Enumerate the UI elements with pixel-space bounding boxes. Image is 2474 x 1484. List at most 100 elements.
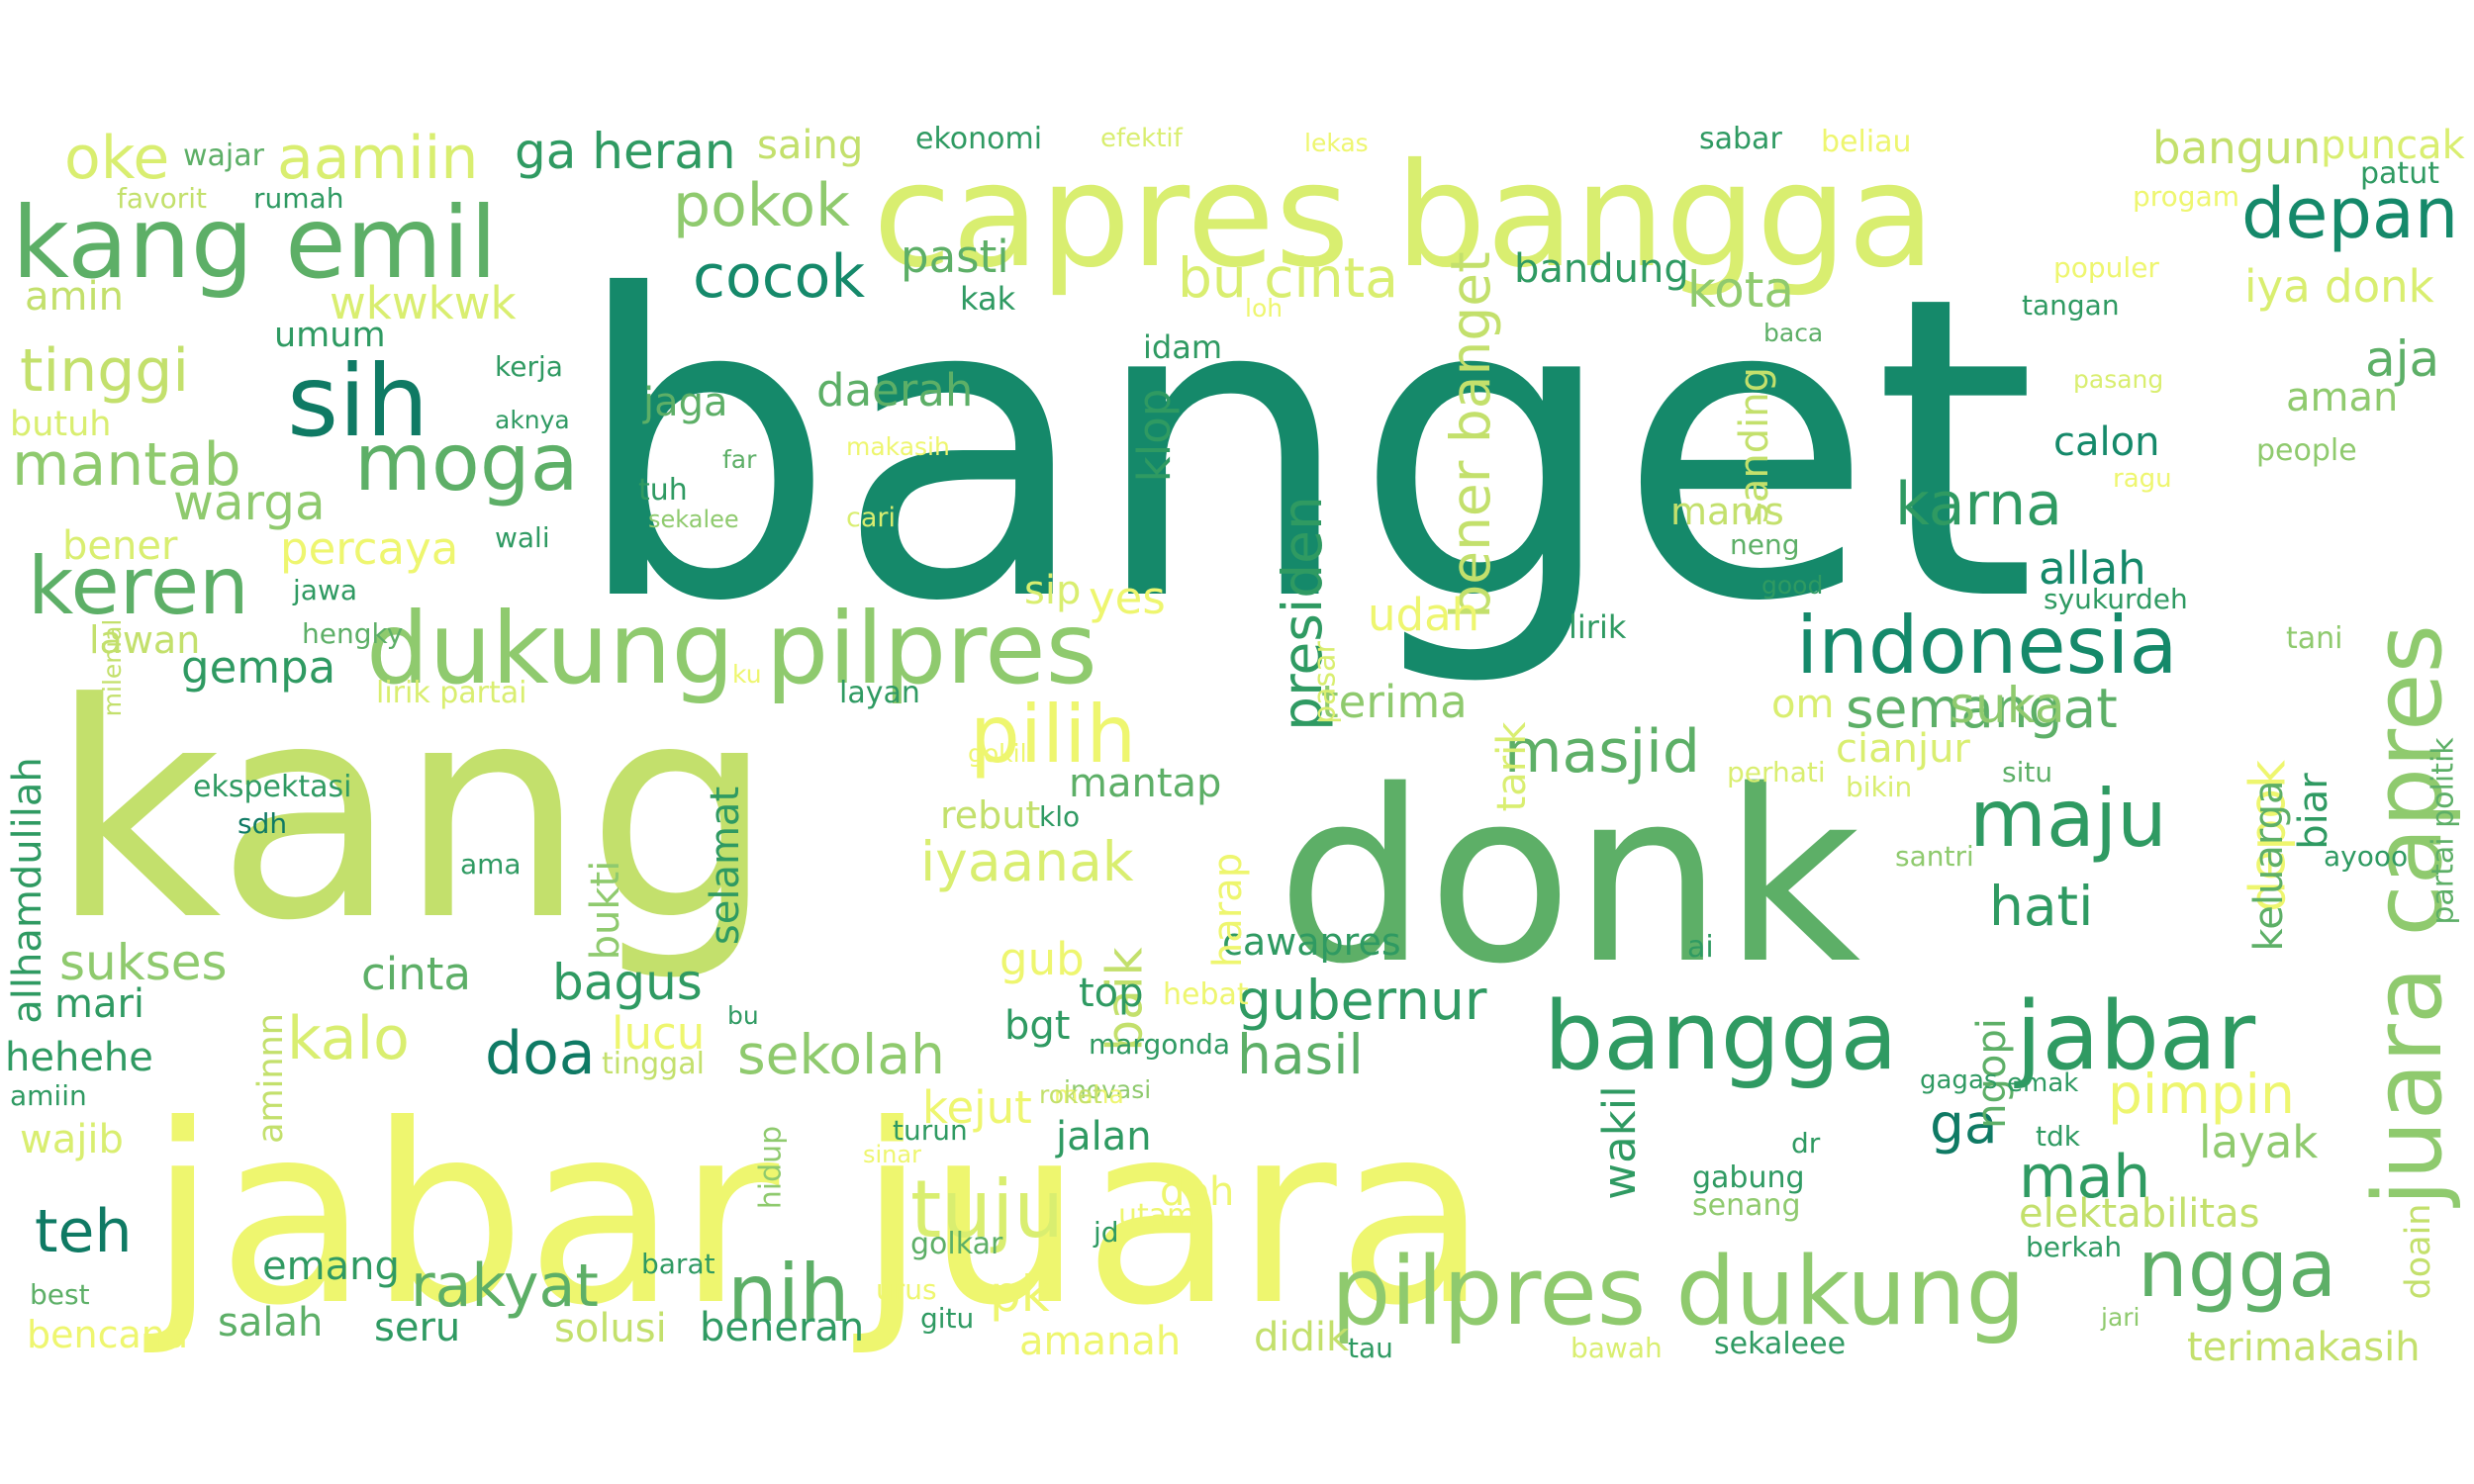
word-aknya: aknya [495, 406, 570, 434]
word-layan: layan [839, 676, 920, 710]
word-terimakasih: terimakasih [2187, 1325, 2421, 1370]
word-golkar: golkar [910, 1227, 1003, 1261]
word-turun: turun [893, 1114, 968, 1147]
word-bener-banget: bener banget [1439, 251, 1502, 618]
word-aminnn: aminnn [251, 1013, 291, 1144]
word-bu-cinta: bu cinta [1178, 246, 1398, 310]
word-iya-donk: iya donk [2244, 260, 2434, 313]
word-partai-politik: partai politik [2426, 737, 2461, 925]
word-margonda: margonda [1089, 1028, 1230, 1061]
word-selamat: selamat [703, 787, 748, 945]
word-dr: dr [1791, 1127, 1821, 1159]
word-teh: teh [35, 1197, 132, 1266]
word-gub: gub [999, 933, 1085, 985]
word-senang: senang [1692, 1188, 1801, 1223]
word-mantab: mantab [12, 430, 241, 500]
word-pasang: pasang [2073, 365, 2163, 394]
word-beliau: beliau [1821, 125, 1912, 159]
word-tdk: tdk [2036, 1120, 2081, 1153]
word-wajib: wajib [20, 1117, 124, 1162]
word-puncak: puncak [2321, 123, 2466, 168]
word-pilpres-dukung: pilpres dukung [1331, 1238, 2026, 1346]
word-kang-emil: kang emil [12, 185, 498, 301]
word-ama: ama [460, 848, 522, 881]
word-milenial: milenial [98, 619, 127, 717]
word-emang: emang [262, 1244, 400, 1289]
word-kota: kota [1687, 261, 1794, 319]
word-efektif: efektif [1100, 124, 1184, 153]
word-ekonomi: ekonomi [915, 122, 1042, 156]
word-bu: bu [727, 1001, 759, 1030]
word-sinar: sinar [863, 1141, 921, 1168]
word-bangun: bangun [2152, 122, 2321, 174]
word-hasil: hasil [1237, 1023, 1364, 1086]
word-amanah: amanah [1019, 1319, 1181, 1364]
word-cianjur: cianjur [1836, 726, 1970, 772]
word-gubernur: gubernur [1237, 969, 1487, 1032]
word-gempa: gempa [181, 641, 335, 694]
word-hengky: hengky [302, 617, 403, 650]
word-good: good [1761, 571, 1823, 600]
word-emak: emak [2007, 1068, 2078, 1098]
word-tau: tau [1348, 1332, 1393, 1364]
word-presiden: presiden [1271, 496, 1334, 731]
word-bukti: bukti [583, 861, 628, 961]
word-wkwkwk: wkwkwk [330, 277, 517, 329]
word-ga: ga [1930, 1092, 1998, 1156]
word-urus: urus [876, 1273, 937, 1306]
word-tinggi: tinggi [20, 336, 189, 406]
word-sdh: sdh [238, 807, 287, 840]
word-tarik: tarik [1489, 721, 1535, 812]
word-allah: allah [2039, 542, 2146, 595]
word-jawa: jawa [292, 574, 357, 606]
word-cari: cari [846, 503, 896, 533]
word-terima: terima [1321, 676, 1468, 728]
word-mantap: mantap [1069, 761, 1221, 806]
word-berkah: berkah [2026, 1231, 2122, 1263]
word-sip: sip [1024, 568, 1081, 613]
word-ekspektasi: ekspektasi [193, 770, 351, 804]
word-depan: depan [2241, 173, 2458, 254]
word-sih: sih [287, 343, 428, 459]
word-jari: jari [2100, 1303, 2141, 1332]
word-wali: wali [495, 521, 550, 554]
word-lirik-partai: lirik partai [376, 676, 527, 710]
word-maha: maha [1054, 1080, 1124, 1109]
word-wakil: wakil [1593, 1085, 1646, 1199]
word-pasar: pasar [1308, 640, 1343, 723]
word-masjid: masjid [1504, 717, 1700, 787]
word-far: far [722, 445, 757, 474]
word-ga-heran: ga heran [515, 123, 736, 180]
word-roket: roket [1039, 1080, 1102, 1109]
word-bgt: bgt [1004, 1003, 1070, 1049]
word-utama: utama [1118, 1198, 1214, 1233]
word-hati: hati [1989, 875, 2093, 938]
word-lirik: lirik [1569, 608, 1627, 646]
word-suka: suka [1950, 677, 2064, 734]
word-tinggal: tinggal [602, 1047, 705, 1081]
word-favorit: favorit [117, 182, 207, 215]
word-ngga: ngga [2138, 1223, 2336, 1315]
word-hebat: hebat [1163, 977, 1249, 1012]
word-bawah: bawah [1570, 1332, 1663, 1364]
word-santri: santri [1895, 840, 1974, 873]
word-sanding: sanding [1732, 367, 1777, 523]
word-amiin: amiin [10, 1079, 87, 1112]
word-ai: ai [1687, 930, 1714, 965]
word-tani: tani [2286, 621, 2343, 656]
word-klop: klop [1128, 389, 1181, 483]
word-best: best [30, 1278, 90, 1311]
word-gagas: gagas [1920, 1066, 1997, 1095]
word-sabar: sabar [1699, 122, 1782, 156]
word-nih: nih [727, 1248, 850, 1340]
word-pk: pk [990, 1265, 1050, 1323]
word-indonesia: indonesia [1796, 600, 2178, 692]
word-sekolah: sekolah [737, 1023, 945, 1086]
word-sekalee: sekalee [648, 506, 739, 533]
word-dukung-pilpres: dukung pilpres [366, 591, 1097, 706]
word-juara-capres: juara capres [2354, 624, 2463, 1208]
word-beneran: beneran [700, 1305, 864, 1350]
word-umum: umum [274, 316, 386, 355]
word-moga: moga [354, 417, 579, 509]
